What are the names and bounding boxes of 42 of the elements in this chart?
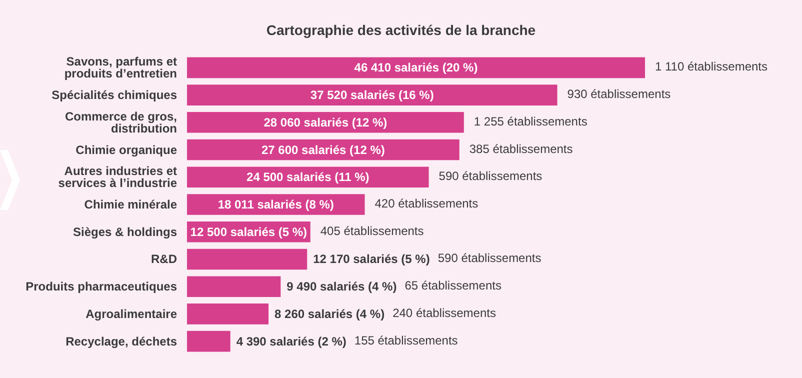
- annotation: 385 établissements: [469, 142, 573, 156]
- data-label: 46 410 salariés (20 %): [354, 60, 478, 75]
- y-tick-label: R&D: [151, 252, 178, 266]
- y-tick-label: Chimie minérale: [84, 198, 178, 212]
- y-tick-label: Produits pharmaceutiques: [26, 280, 178, 294]
- data-label: 12 500 salariés (5 %): [190, 224, 308, 239]
- data-label: 4 390 salariés (2 %): [236, 334, 346, 348]
- annotation: 590 établissements: [438, 251, 542, 266]
- bar: [187, 304, 269, 324]
- annotation: 1 255 établissements: [474, 114, 588, 128]
- data-label: 37 520 salariés (16 %): [310, 88, 434, 102]
- annotation: 590 établissements: [438, 169, 542, 184]
- y-tick-label: Savons, parfums et produits d’entretien: [64, 54, 177, 81]
- y-tick-label: Chimie organique: [76, 142, 178, 157]
- data-label: 12 170 salariés (5 %): [313, 252, 430, 266]
- data-label: 9 490 salariés (4 %): [286, 280, 397, 294]
- bar: [187, 248, 308, 270]
- y-tick-label: Commerce de gros, distribution: [64, 109, 177, 136]
- bar: [187, 57, 645, 78]
- data-label: 27 600 salariés (12 %): [261, 142, 385, 157]
- bar: [187, 276, 281, 297]
- bar: [187, 84, 558, 106]
- annotation: 930 établissements: [567, 87, 671, 102]
- text: 1 110 établissements: [655, 60, 768, 74]
- bar: [187, 330, 230, 352]
- data-label: 18 011 salariés (8 %): [218, 198, 334, 212]
- annotation: 155 établissements: [354, 333, 458, 348]
- data-label: 8 260 salariés (4 %): [274, 306, 385, 321]
- y-tick-label: Spécialités chimiques: [52, 88, 178, 102]
- annotation: 405 établissements: [320, 224, 424, 238]
- y-tick-label: Recyclage, déchets: [66, 334, 178, 348]
- annotation: 420 établissements: [374, 196, 478, 210]
- bar: [187, 166, 429, 188]
- y-tick-label: Autres industries et services à l’industrie: [58, 164, 178, 190]
- data-label: 28 060 salariés (12 %): [264, 115, 388, 130]
- y-tick-label: Sièges & holdings: [72, 224, 178, 239]
- annotation: 240 établissements: [392, 306, 496, 320]
- y-tick-label: Agroalimentaire: [86, 306, 178, 321]
- data-label: 24 500 salariés (11 %): [246, 170, 370, 184]
- annotation: 65 établissements: [404, 278, 502, 293]
- bar: [187, 112, 464, 133]
- chart-title: Cartographie des activités de la branche: [266, 22, 536, 38]
